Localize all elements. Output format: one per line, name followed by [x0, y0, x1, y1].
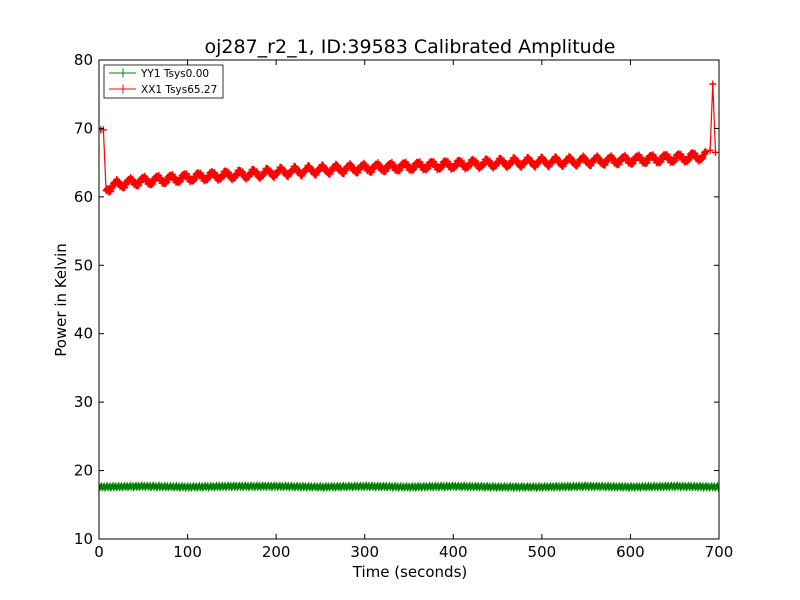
axis-ticks: 0 100 200 300 400 500 600 700 10 20 30 40 50 60 70 80	[74, 51, 733, 561]
legend-entry-yy1: YY1 Tsys0.00	[109, 68, 209, 80]
x-tick-label: 100	[173, 543, 202, 561]
plot-frame	[98, 59, 720, 540]
legend-entry-xx1: XX1 Tsys65.27	[109, 84, 217, 96]
series-xx1	[99, 80, 719, 196]
plot-series	[99, 80, 719, 492]
x-axis-label: Time (seconds)	[352, 563, 468, 581]
legend-box	[103, 64, 224, 99]
x-tick-label: 700	[705, 543, 734, 561]
y-tick-label: 80	[74, 51, 93, 69]
y-tick-label: 70	[74, 119, 93, 137]
series-xx1-markers	[99, 80, 719, 196]
y-tick-label: 40	[74, 325, 93, 343]
legend-marker-yy1	[118, 68, 128, 78]
y-tick-label: 20	[74, 462, 93, 480]
x-tick-label: 300	[350, 543, 379, 561]
legend: YY1 Tsys0.00 XX1 Tsys65.27	[103, 64, 224, 99]
x-tick-label: 600	[616, 543, 645, 561]
series-yy1-markers	[99, 481, 719, 492]
legend-label-xx1: XX1 Tsys65.27	[141, 84, 217, 96]
series-yy1	[99, 481, 719, 492]
legend-label-yy1: YY1 Tsys0.00	[140, 68, 209, 80]
y-axis-label: Power in Kelvin	[52, 243, 70, 357]
chart-title: oj287_r2_1, ID:39583 Calibrated Amplitud…	[205, 36, 616, 58]
y-tick-label: 10	[74, 530, 93, 548]
y-tick-label: 50	[74, 256, 93, 274]
x-tick-label: 500	[528, 543, 557, 561]
legend-marker-xx1	[118, 84, 128, 94]
x-tick-label: 200	[262, 543, 291, 561]
x-tick-label: 0	[94, 543, 104, 561]
y-tick-label: 60	[74, 188, 93, 206]
x-tick-label: 400	[439, 543, 468, 561]
y-tick-label: 30	[74, 393, 93, 411]
